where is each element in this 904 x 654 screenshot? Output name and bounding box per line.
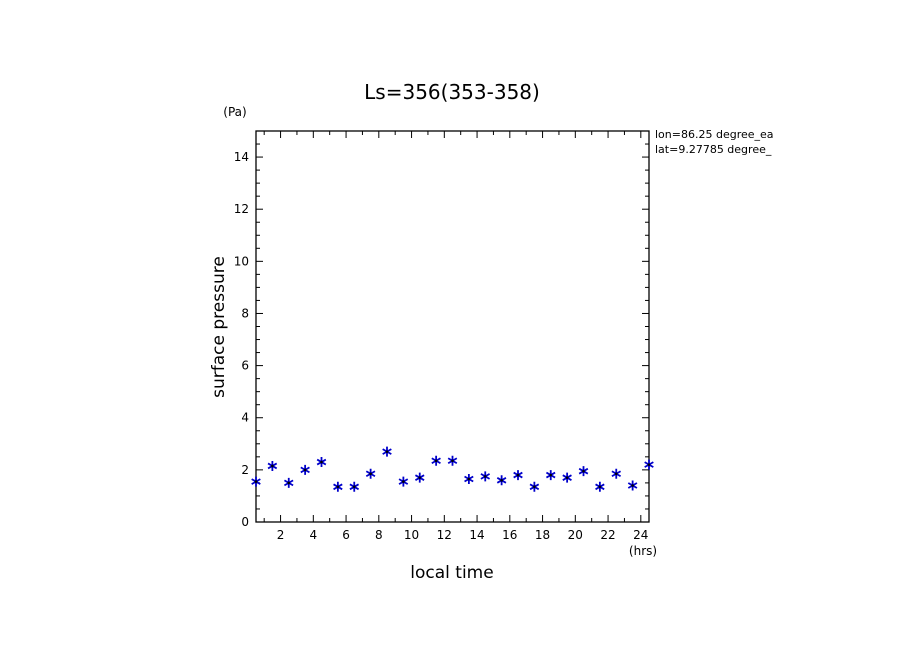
- x-tick-label: 2: [277, 528, 285, 542]
- lat-annotation: lat=9.27785 degree_: [655, 143, 772, 156]
- data-point: [398, 476, 409, 487]
- lon-annotation: lon=86.25 degree_ea: [655, 128, 774, 141]
- data-point: [447, 455, 458, 466]
- data-point: [414, 472, 425, 483]
- x-tick-label: 8: [375, 528, 383, 542]
- x-axis-label: local time: [410, 563, 493, 583]
- data-point: [267, 460, 278, 471]
- y-tick-label: 4: [241, 411, 249, 425]
- data-point: [464, 473, 474, 484]
- x-tick-label: 16: [502, 528, 517, 542]
- x-tick-label: 12: [437, 528, 452, 542]
- y-axis-label: surface pressure: [209, 256, 229, 398]
- data-points: [251, 446, 654, 492]
- data-point: [496, 475, 507, 486]
- data-point: [333, 481, 343, 492]
- y-unit-label: (Pa): [223, 105, 246, 119]
- data-point: [627, 480, 638, 491]
- data-point: [545, 470, 556, 481]
- data-point: [529, 481, 540, 492]
- data-point: [644, 459, 654, 470]
- x-tick-label: 22: [600, 528, 615, 542]
- data-point: [316, 457, 327, 468]
- data-point: [251, 476, 261, 487]
- x-tick-label: 24: [633, 528, 648, 542]
- data-point: [578, 466, 589, 477]
- axis-ticks: [256, 130, 649, 523]
- data-point: [349, 481, 360, 492]
- data-point: [365, 468, 376, 479]
- data-point: [611, 468, 622, 479]
- y-tick-label: 14: [234, 150, 249, 164]
- x-tick-label: 20: [568, 528, 583, 542]
- y-tick-label: 12: [234, 202, 249, 216]
- data-point: [382, 446, 392, 457]
- data-point: [562, 472, 572, 483]
- y-tick-label: 2: [241, 463, 249, 477]
- x-tick-label: 18: [535, 528, 550, 542]
- y-tick-label: 6: [241, 359, 249, 373]
- data-point: [595, 481, 605, 492]
- y-tick-label: 8: [241, 306, 249, 320]
- x-tick-label: 14: [469, 528, 484, 542]
- data-point: [283, 477, 294, 488]
- data-point: [300, 464, 310, 475]
- data-point: [431, 455, 441, 466]
- x-tick-label: 6: [342, 528, 350, 542]
- data-point: [513, 470, 523, 481]
- x-tick-label: 10: [404, 528, 419, 542]
- x-tick-label: 4: [309, 528, 317, 542]
- x-unit-label: (hrs): [629, 544, 657, 558]
- data-point: [480, 471, 491, 482]
- chart-title: Ls=356(353-358): [364, 80, 540, 104]
- y-tick-label: 10: [234, 254, 249, 268]
- y-tick-label: 0: [241, 515, 249, 529]
